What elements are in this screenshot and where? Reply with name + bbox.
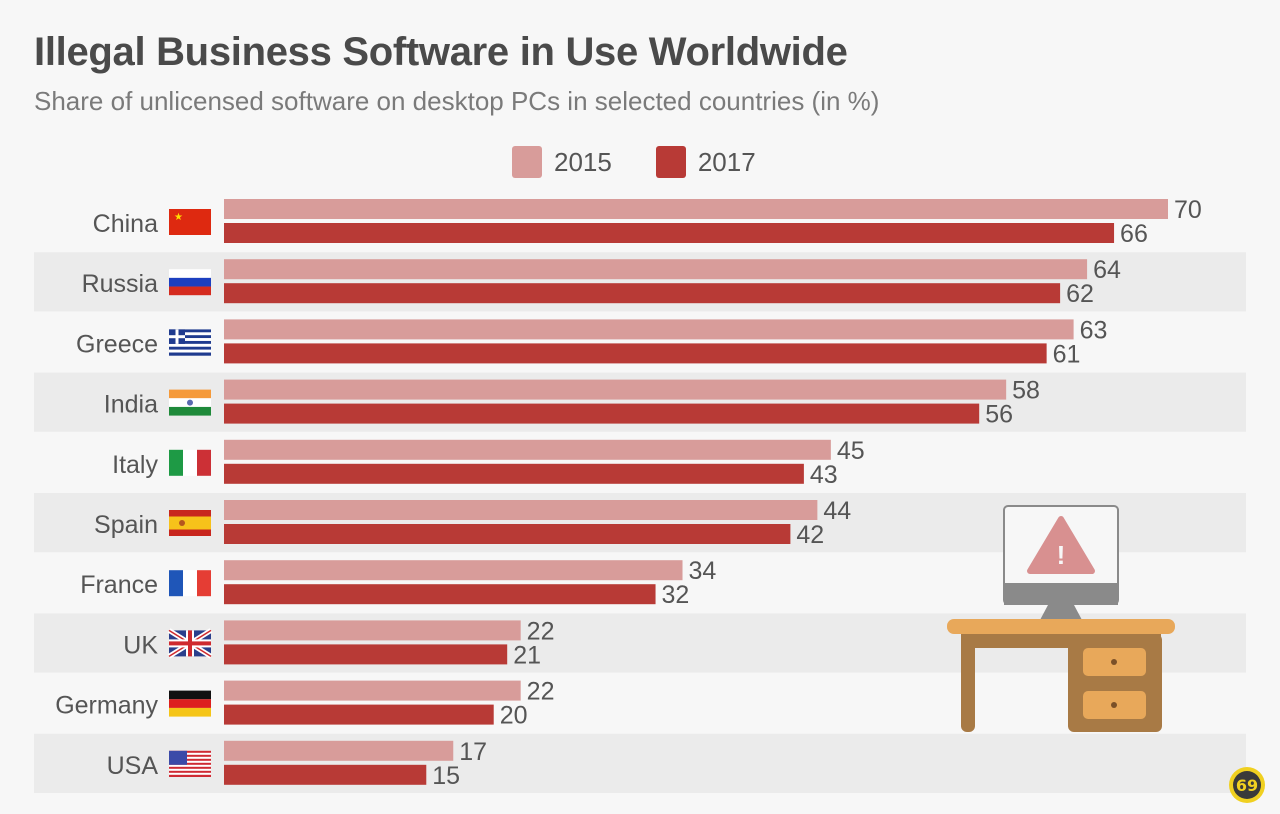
russia-flag-icon	[169, 269, 211, 296]
germany-flag-icon	[169, 690, 211, 717]
bar-uk-2017	[224, 644, 508, 665]
value-label-china-2015: 70	[1174, 196, 1202, 224]
value-label-france-2017: 32	[662, 581, 690, 609]
svg-text:★: ★	[174, 212, 183, 223]
china-flag-icon: ★	[169, 209, 211, 235]
monitor-bezel	[1004, 583, 1118, 605]
value-label-india-2017: 56	[985, 401, 1013, 429]
usa-flag-icon	[169, 750, 211, 777]
value-label-spain-2017: 42	[796, 521, 824, 549]
india-flag-icon	[169, 389, 211, 416]
value-label-italy-2015: 45	[837, 437, 865, 465]
value-label-spain-2015: 44	[823, 497, 851, 525]
legend-item-2015: 2015	[512, 146, 612, 178]
bar-greece-2017	[224, 343, 1047, 364]
bar-italy-2017	[224, 463, 804, 484]
brand-badge-icon: 69	[1233, 771, 1261, 799]
chart-title: Illegal Business Software in Use Worldwi…	[34, 30, 848, 74]
category-label-germany: Germany	[55, 692, 158, 720]
monitor-stand	[1040, 605, 1082, 620]
desk-top	[947, 619, 1175, 634]
france-flag-icon	[169, 570, 211, 597]
bar-germany-2017	[224, 704, 494, 725]
bar-china-2015	[224, 199, 1168, 219]
legend-label-2017: 2017	[697, 146, 756, 177]
warning-exclamation: !	[1057, 540, 1066, 570]
row-band	[34, 733, 1246, 793]
bar-france-2017	[224, 584, 656, 605]
value-label-usa-2017: 15	[432, 762, 460, 790]
value-label-india-2015: 58	[1012, 377, 1040, 405]
uk-flag-icon	[167, 628, 213, 659]
value-label-uk-2017: 21	[513, 641, 541, 669]
legend-item-2017: 2017	[655, 146, 756, 178]
bar-india-2017	[224, 403, 980, 424]
value-label-greece-2017: 61	[1053, 340, 1081, 368]
bar-russia-2015	[224, 259, 1088, 280]
drawer-knob-bottom	[1111, 702, 1117, 708]
value-label-greece-2015: 63	[1080, 316, 1108, 344]
italy-flag-icon	[169, 449, 211, 476]
value-label-china-2017: 66	[1120, 220, 1148, 248]
legend: 2015 2017	[512, 146, 786, 178]
desk-leg	[961, 634, 975, 732]
bar-russia-2017	[224, 283, 1061, 304]
greece-flag-icon	[169, 329, 211, 356]
bar-usa-2015	[224, 740, 454, 761]
bar-spain-2017	[224, 524, 791, 544]
category-label-uk: UK	[123, 631, 158, 659]
value-label-usa-2015: 17	[459, 738, 487, 766]
brand-badge: 69	[1229, 767, 1265, 803]
legend-swatch-2015	[512, 146, 542, 178]
value-label-italy-2017: 43	[810, 461, 838, 489]
bar-germany-2015	[224, 680, 521, 701]
legend-label-2015: 2015	[554, 146, 612, 177]
warning-icon	[1027, 516, 1095, 574]
desk-computer-warning-illustration: !	[947, 505, 1175, 732]
bar-greece-2015	[224, 319, 1074, 340]
category-label-france: France	[80, 571, 158, 599]
category-label-usa: USA	[107, 752, 159, 780]
value-label-germany-2017: 20	[500, 702, 528, 730]
bar-usa-2017	[224, 764, 427, 785]
bar-france-2015	[224, 560, 683, 581]
bar-italy-2015	[224, 439, 831, 460]
value-label-russia-2015: 64	[1093, 256, 1121, 284]
bar-spain-2015	[224, 500, 818, 520]
category-label-greece: Greece	[76, 330, 158, 358]
category-label-india: India	[104, 391, 158, 419]
value-label-russia-2017: 62	[1066, 280, 1094, 308]
spain-flag-icon	[169, 510, 211, 536]
value-label-germany-2015: 22	[527, 678, 555, 706]
value-label-france-2015: 34	[689, 557, 717, 585]
bar-china-2017	[224, 223, 1115, 243]
category-label-china: China	[93, 210, 158, 238]
value-label-uk-2015: 22	[527, 617, 555, 645]
bar-india-2015	[224, 379, 1007, 400]
category-label-russia: Russia	[82, 270, 159, 298]
chart-subtitle: Share of unlicensed software on desktop …	[34, 86, 880, 116]
drawer-knob-top	[1111, 659, 1117, 665]
category-label-italy: Italy	[112, 451, 158, 479]
legend-swatch-2017	[655, 146, 686, 178]
category-label-spain: Spain	[94, 511, 158, 539]
bar-uk-2015	[224, 620, 521, 641]
